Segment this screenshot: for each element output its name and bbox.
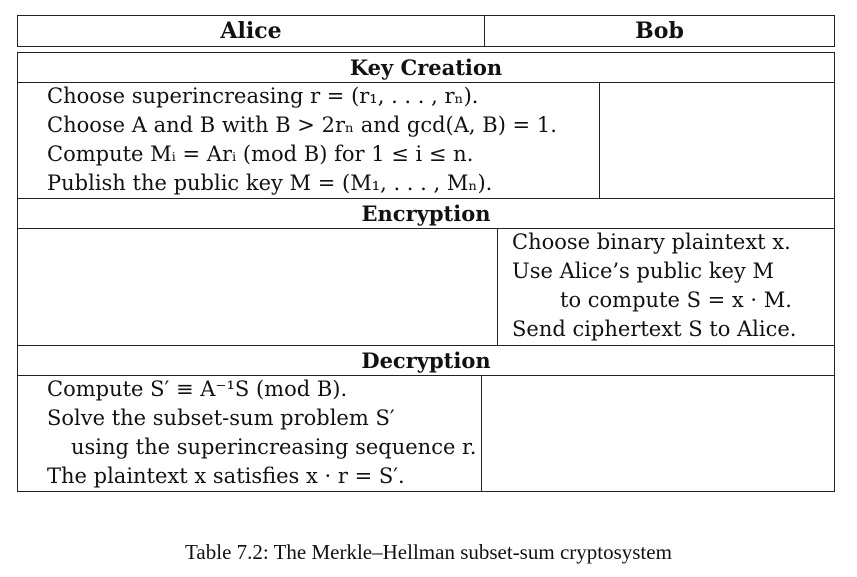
encryption-line-2: Use Alice’s public key M bbox=[512, 259, 774, 283]
decryption-line-4: The plaintext x satisfies x · r = S′. bbox=[47, 464, 405, 488]
section-encryption: Encryption bbox=[17, 198, 835, 229]
merkle-hellman-table: Alice Bob Key Creation Choose superincre… bbox=[17, 15, 835, 492]
header-alice: Alice bbox=[17, 15, 485, 47]
key-creation-bob-cell bbox=[599, 82, 835, 199]
key-creation-line-4: Publish the public key M = (M₁, . . . , … bbox=[47, 171, 493, 195]
decryption-bob-cell bbox=[481, 375, 835, 492]
decryption-line-1: Compute S′ ≡ A⁻¹S (mod B). bbox=[47, 377, 348, 401]
decryption-line-3: using the superincreasing sequence r. bbox=[71, 435, 477, 459]
encryption-line-3: to compute S = x · M. bbox=[560, 288, 792, 312]
table-caption: Table 7.2: The Merkle–Hellman subset-sum… bbox=[185, 540, 672, 564]
section-decryption: Decryption bbox=[17, 345, 835, 376]
header-bob: Bob bbox=[484, 15, 835, 47]
encryption-alice-cell bbox=[17, 228, 498, 346]
key-creation-line-2: Choose A and B with B > 2rₙ and gcd(A, B… bbox=[47, 113, 557, 137]
key-creation-line-3: Compute Mᵢ = Arᵢ (mod B) for 1 ≤ i ≤ n. bbox=[47, 142, 474, 166]
encryption-line-1: Choose binary plaintext x. bbox=[512, 230, 791, 254]
encryption-line-4: Send ciphertext S to Alice. bbox=[512, 317, 797, 341]
decryption-line-2: Solve the subset-sum problem S′ bbox=[47, 406, 395, 430]
section-key-creation: Key Creation bbox=[17, 52, 835, 83]
key-creation-line-1: Choose superincreasing r = (r₁, . . . , … bbox=[47, 84, 479, 108]
